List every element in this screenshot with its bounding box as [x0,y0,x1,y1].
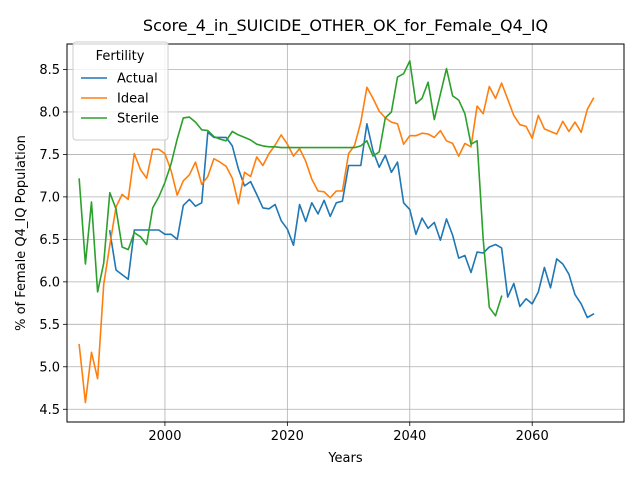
y-tick-label: 8.5 [39,63,60,78]
x-tick-label: 2060 [516,429,549,444]
y-axis-label: % of Female Q4_IQ Population [14,135,29,331]
legend-entries: Actual Ideal Sterile [81,72,159,127]
chart-title: Score_4_in_SUICIDE_OTHER_OK_for_Female_Q… [143,16,548,36]
x-tick-label: 2000 [148,429,181,444]
y-tick-label: 4.5 [39,403,60,418]
x-tick-label: 2020 [271,429,304,444]
legend-box [72,41,169,141]
legend-label-sterile: Sterile [117,112,159,127]
y-tick-label: 8.0 [39,105,60,120]
axis-ticks: 2000 2020 2040 2060 4.5 5.0 5.5 6.0 6.5 7.0 7.5 8.0… [39,63,548,444]
grid [67,44,624,422]
y-tick-label: 5.5 [39,318,60,333]
series-line-ideal [78,82,595,404]
y-tick-label: 6.0 [39,275,60,290]
legend-title: Fertility [96,49,145,64]
y-tick-label: 7.0 [39,190,60,205]
series-line-sterile [78,60,503,317]
legend-label-ideal: Ideal [117,92,149,107]
legend-label-actual: Actual [117,72,158,87]
series-layer [78,60,595,404]
y-tick-label: 7.5 [39,148,60,163]
plot-area-frame [66,43,625,423]
x-axis-label: Years [327,451,363,466]
y-tick-label: 6.5 [39,233,60,248]
x-tick-label: 2040 [393,429,426,444]
y-tick-label: 5.0 [39,360,60,375]
legend: Fertility Actual Ideal Sterile [72,41,169,141]
series-line-actual [108,123,595,319]
